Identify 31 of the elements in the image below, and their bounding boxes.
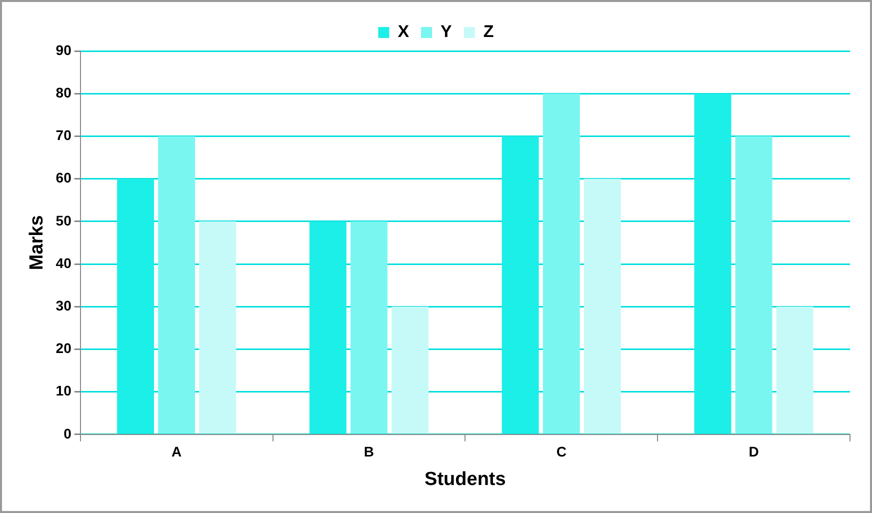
bar	[350, 221, 388, 434]
legend-label: X	[398, 22, 410, 42]
legend-label: Z	[483, 22, 494, 42]
y-tick-label: 60	[56, 170, 72, 186]
bar	[309, 221, 346, 434]
y-tick-label: 30	[56, 297, 72, 314]
bar	[735, 136, 772, 434]
x-tick-label: C	[556, 444, 566, 460]
bar	[584, 178, 621, 434]
bar	[158, 136, 196, 434]
x-tick-label: A	[172, 444, 182, 460]
y-tick-label: 70	[56, 127, 72, 144]
x-tick-label: B	[364, 444, 374, 460]
y-tick-label: 40	[56, 254, 72, 271]
y-tick-label: 90	[56, 42, 72, 58]
bar	[199, 221, 236, 434]
y-tick-label: 0	[64, 425, 72, 442]
x-tick-label: D	[748, 444, 759, 460]
y-tick-label: 20	[56, 340, 72, 356]
y-tick-label: 10	[56, 382, 72, 399]
y-axis-title: Marks	[26, 215, 48, 270]
y-tick-label: 50	[56, 212, 72, 228]
bar	[542, 94, 580, 434]
bar	[392, 306, 428, 434]
legend-label: Y	[440, 22, 453, 42]
x-axis-title: Students	[424, 468, 506, 490]
y-tick-label: 80	[56, 84, 72, 100]
bar	[117, 178, 154, 434]
bar	[502, 136, 539, 434]
bar	[776, 306, 814, 434]
bar	[694, 94, 732, 434]
